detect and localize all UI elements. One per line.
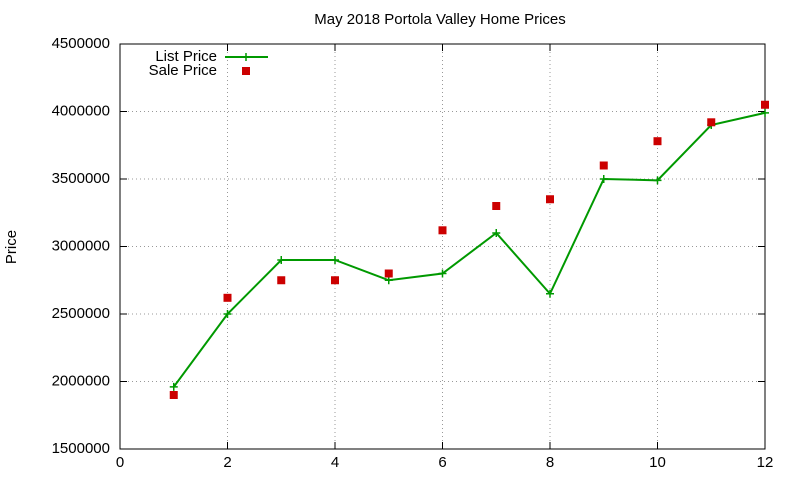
- data-point: [438, 226, 447, 235]
- data-point: [761, 108, 769, 117]
- data-point: [599, 175, 608, 183]
- x-tick-label: 10: [649, 454, 666, 471]
- data-point: [331, 276, 339, 285]
- y-tick-label: 1500000: [52, 440, 110, 457]
- data-point: [169, 391, 178, 399]
- data-point: [438, 269, 447, 278]
- y-tick-label: 4500000: [52, 35, 110, 52]
- x-tick-label: 2: [223, 454, 231, 471]
- y-axis-label: Price: [3, 230, 20, 264]
- data-point: [492, 202, 501, 210]
- data-point: [599, 161, 608, 170]
- x-tick-label: 0: [116, 454, 124, 471]
- data-point: [653, 176, 662, 185]
- data-point: [277, 276, 286, 285]
- y-tick-label: 2000000: [52, 372, 110, 389]
- x-tick-label: 8: [546, 454, 554, 471]
- data-point: [384, 276, 393, 285]
- data-point: [223, 293, 232, 302]
- y-tick-label: 2500000: [52, 305, 110, 322]
- y-tick-label: 3000000: [52, 237, 110, 254]
- x-tick-label: 4: [331, 454, 339, 471]
- data-point: [546, 195, 554, 204]
- data-point: [331, 256, 339, 264]
- y-tick-label: 3500000: [52, 170, 110, 187]
- data-point: [707, 118, 716, 127]
- plot-border: [119, 43, 766, 450]
- x-tick-label: 6: [438, 454, 446, 471]
- legend-swatch: [242, 53, 250, 61]
- chart-title: May 2018 Portola Valley Home Prices: [314, 11, 566, 28]
- legend-label: Sale Price: [149, 62, 217, 79]
- data-point: [223, 310, 232, 318]
- legend-label: List Price: [155, 48, 217, 65]
- data-point: [761, 100, 769, 109]
- x-tick-label: 12: [757, 454, 774, 471]
- data-point: [492, 229, 501, 237]
- line-series: [172, 111, 766, 388]
- legend-swatch: [242, 67, 250, 75]
- y-tick-label: 4000000: [52, 102, 110, 119]
- data-point: [384, 269, 393, 278]
- data-point: [653, 137, 662, 146]
- data-point: [277, 256, 286, 264]
- data-point: [169, 382, 178, 391]
- data-point: [546, 289, 554, 298]
